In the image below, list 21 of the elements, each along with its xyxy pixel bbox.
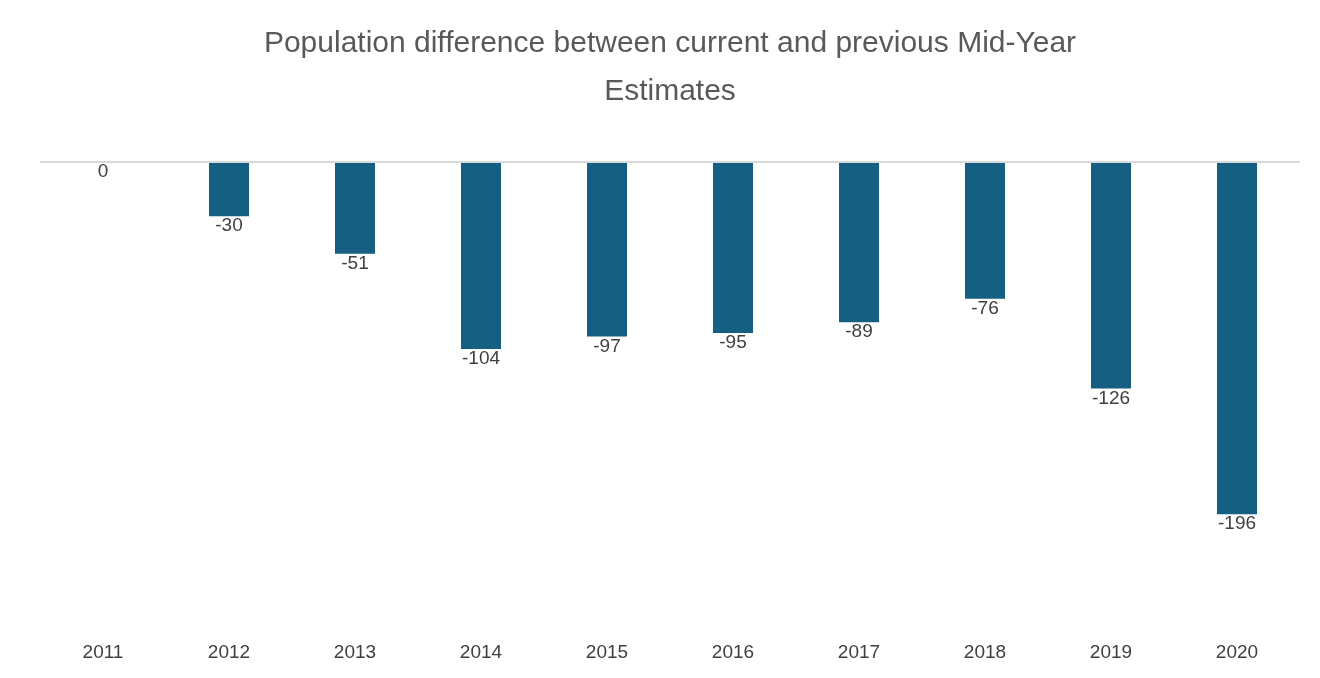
- data-label: -95: [719, 330, 747, 352]
- x-tick-label: 2012: [207, 640, 251, 662]
- x-tick-label: 2020: [1215, 640, 1259, 662]
- data-label: -76: [971, 296, 999, 318]
- data-label: -196: [1217, 512, 1257, 534]
- data-label: -126: [1091, 386, 1131, 408]
- x-tick-label: 2018: [963, 640, 1007, 662]
- x-tick-label: 2016: [711, 640, 755, 662]
- x-tick-label: 2013: [333, 640, 377, 662]
- data-label: -104: [461, 347, 501, 369]
- x-tick-label: 2019: [1089, 640, 1133, 662]
- data-label: -51: [341, 251, 369, 273]
- x-tick-label: 2015: [585, 640, 629, 662]
- data-label: 0: [97, 160, 109, 182]
- data-label: -89: [845, 320, 873, 342]
- x-tick-label: 2011: [82, 640, 124, 662]
- data-label: -30: [215, 214, 243, 236]
- x-tick-label: 2014: [459, 640, 503, 662]
- x-tick-label: 2017: [837, 640, 881, 662]
- chart-title: Population difference between current and previous Mid-Year Estimates: [263, 25, 1077, 106]
- data-label: -97: [593, 334, 621, 356]
